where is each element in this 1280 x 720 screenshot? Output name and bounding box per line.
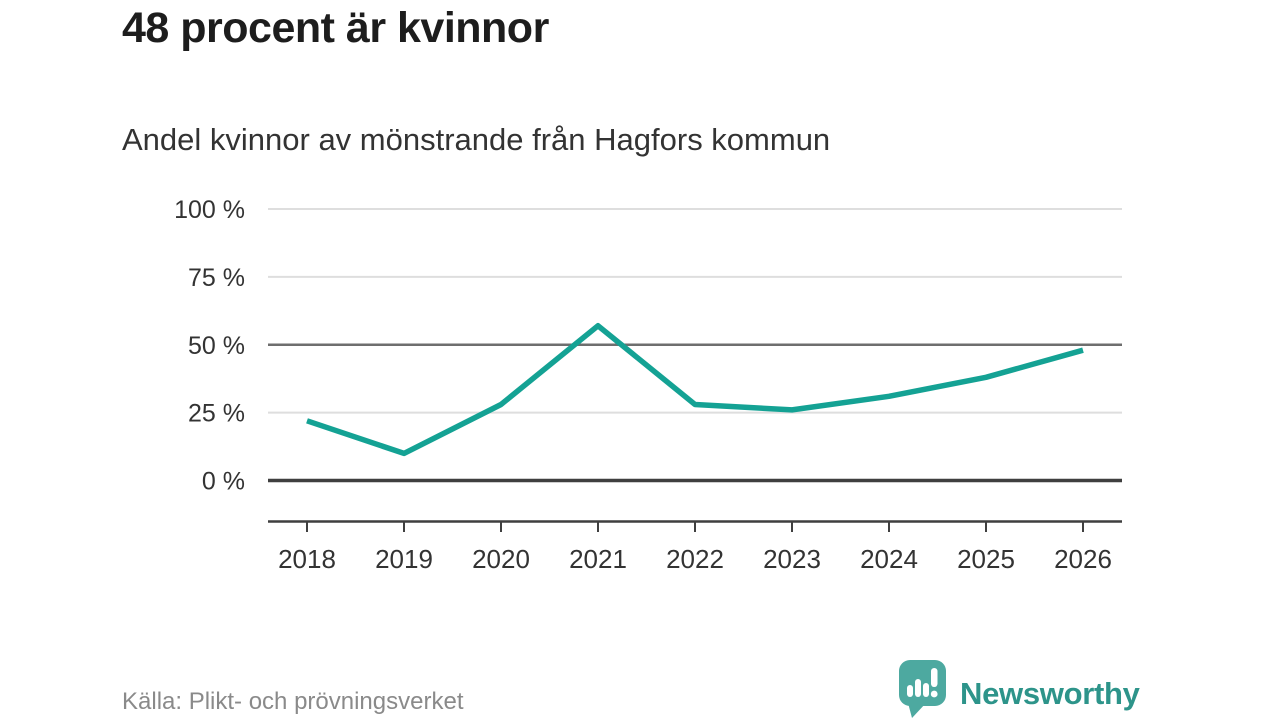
y-tick-label: 25 %: [188, 400, 245, 428]
y-tick-label: 0 %: [202, 468, 245, 496]
page-title: 48 procent är kvinnor: [122, 4, 549, 52]
line-chart: 0 % 25 % 50 % 75 % 100 % 2018 2019 2020 2021 2022…: [174, 196, 1122, 574]
x-tick-label: 2018: [278, 544, 336, 574]
x-tick-label: 2026: [1054, 544, 1112, 574]
newsworthy-logo-icon: [899, 660, 946, 718]
x-tick-label: 2024: [860, 544, 918, 574]
brand-name: Newsworthy: [960, 676, 1140, 711]
y-tick-label: 75 %: [188, 264, 245, 292]
chart-subtitle: Andel kvinnor av mönstrande från Hagfors…: [122, 122, 831, 157]
data-series-line: [306, 322, 1084, 457]
x-tick-label: 2023: [763, 544, 821, 574]
brand-lockup: Newsworthy: [898, 658, 1140, 718]
x-tick-label: 2019: [375, 544, 433, 574]
x-tick-label: 2021: [569, 544, 627, 574]
y-tick-label: 100 %: [174, 196, 245, 224]
x-tick-label: 2025: [957, 544, 1015, 574]
x-tick-label: 2022: [666, 544, 724, 574]
y-tick-label: 50 %: [188, 332, 245, 360]
source-note: Källa: Plikt- och prövningsverket: [122, 688, 464, 715]
x-tick-label: 2020: [472, 544, 530, 574]
